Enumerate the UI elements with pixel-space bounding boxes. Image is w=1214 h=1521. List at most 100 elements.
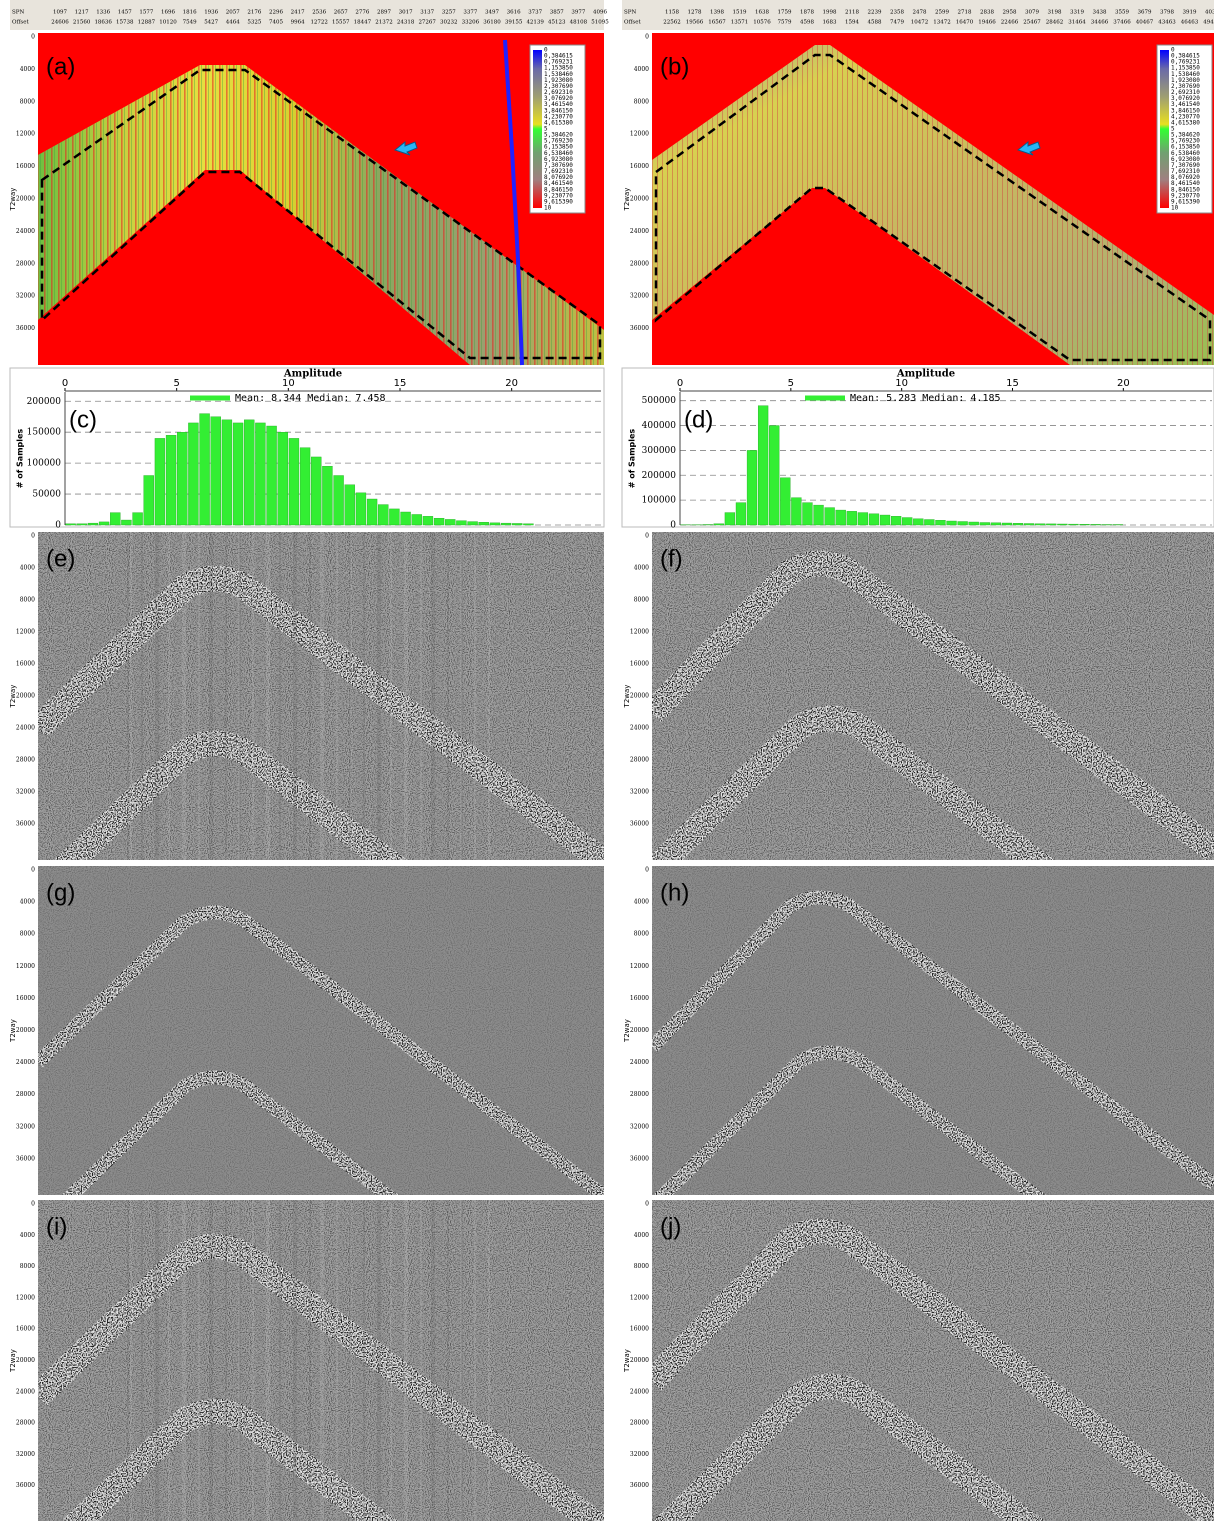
legend-label: 5 — [1171, 126, 1175, 133]
offset-label: 16567 — [708, 20, 726, 26]
depth-tick-label: 4000 — [20, 899, 35, 906]
bar — [411, 514, 422, 526]
spn-label: 1457 — [118, 10, 132, 16]
bar — [523, 523, 534, 526]
legend-label: 9,615390 — [544, 198, 573, 205]
depth-tick-label: 28000 — [16, 1420, 35, 1427]
legend-label: 0 — [1171, 47, 1175, 54]
bar — [378, 504, 389, 526]
event-noise — [652, 866, 1214, 1195]
bar — [713, 523, 724, 526]
depth-tick-label: 16000 — [630, 661, 649, 668]
offset-label: 42139 — [526, 20, 544, 26]
spn-label: 3017 — [399, 10, 413, 16]
bar — [879, 514, 891, 526]
depth-tick-label: 36000 — [16, 1482, 35, 1489]
depth-tick-label: 16000 — [630, 995, 649, 1002]
legend-label: 7,307690 — [1171, 162, 1200, 169]
spn-label: 3616 — [507, 10, 521, 16]
bar — [757, 405, 769, 526]
legend-label: 5 — [544, 126, 548, 133]
legend-colorbar — [1160, 50, 1169, 208]
spn-label: 1278 — [688, 10, 702, 16]
depth-tick-label: 28000 — [630, 1091, 649, 1098]
axis-label: T2way — [9, 685, 17, 709]
depth-tick-label: 16000 — [16, 163, 35, 170]
spn-label: 4096 — [593, 10, 607, 16]
depth-tick-label: 16000 — [16, 995, 35, 1002]
offset-label: 10472 — [911, 20, 929, 26]
bar — [199, 413, 210, 526]
depth-tick-label: 20000 — [16, 1357, 35, 1364]
spn-label: 2118 — [845, 10, 859, 16]
legend-label: 2,692310 — [544, 89, 573, 96]
bar — [724, 512, 736, 526]
legend-label: 3,461540 — [1171, 101, 1200, 108]
depth-tick-label: 36000 — [16, 325, 35, 332]
legend-label: 3,461540 — [544, 101, 573, 108]
depth-tick-label: 16000 — [16, 1326, 35, 1333]
offset-label: 22562 — [663, 20, 681, 26]
legend-label: 4,230770 — [544, 113, 573, 120]
y-tick-label: 50000 — [32, 490, 61, 500]
spn-label: 2838 — [980, 10, 994, 16]
offset-label: 24606 — [51, 20, 69, 26]
bar — [400, 511, 411, 526]
depth-tick-label: 20000 — [630, 196, 649, 203]
legend-label: 9,230770 — [1171, 192, 1200, 199]
offset-label: 13472 — [933, 20, 951, 26]
spn-label: 3857 — [550, 10, 564, 16]
bar — [445, 519, 456, 526]
legend-label: 4,615380 — [544, 119, 573, 126]
spn-label: 3497 — [485, 10, 499, 16]
header-band — [10, 0, 604, 30]
bar — [813, 504, 824, 526]
offset-label: 33206 — [462, 20, 480, 26]
bar — [1046, 523, 1057, 526]
legend-label: 4,615380 — [1171, 119, 1200, 126]
bar — [846, 511, 857, 526]
blue-arrow — [393, 140, 418, 156]
bar — [835, 509, 846, 526]
offset-label: 49460 — [1203, 20, 1214, 26]
bar — [322, 466, 333, 526]
offset-label: 7405 — [269, 20, 283, 26]
legend-label: 7,692310 — [544, 168, 573, 175]
legend-label: 3,846150 — [1171, 107, 1200, 114]
depth-tick-label: 28000 — [16, 260, 35, 267]
header-title: SPN — [12, 10, 24, 16]
spn-label: 1158 — [665, 10, 679, 16]
offset-label: 7579 — [778, 20, 792, 26]
offset-label: 15557 — [332, 20, 350, 26]
bar — [210, 416, 221, 526]
depth-tick-label: 36000 — [16, 1155, 35, 1162]
legend-label: 9,615390 — [1171, 198, 1200, 205]
depth-tick-label: 8000 — [634, 597, 649, 604]
spn-label: 3798 — [1160, 10, 1174, 16]
y-tick-label: 150000 — [27, 428, 62, 438]
bar — [1068, 523, 1079, 526]
bar — [868, 513, 880, 526]
depth-tick-label: 0 — [645, 34, 649, 41]
depth-tick-label: 8000 — [634, 1263, 649, 1270]
depth-tick-label: 8000 — [20, 98, 35, 105]
offset-label: 13571 — [731, 20, 749, 26]
spn-label: 2718 — [958, 10, 972, 16]
bar — [902, 517, 913, 526]
x-tick-label: 5 — [788, 378, 794, 389]
section-streaks — [38, 65, 604, 365]
axis-label: T2way — [9, 1019, 17, 1043]
depth-tick-label: 36000 — [16, 821, 35, 828]
offset-label: 21372 — [375, 20, 393, 26]
spn-label: 3198 — [1048, 10, 1062, 16]
bar — [489, 522, 501, 526]
spn-label: 2536 — [312, 10, 326, 16]
legend-label: 9,230770 — [544, 192, 573, 199]
event-noise — [652, 1200, 1214, 1521]
legend-label: Mean: 5.283 Median: 4.185 — [850, 393, 1001, 404]
bar — [1012, 523, 1024, 526]
legend-label: 4,230770 — [1171, 113, 1200, 120]
depth-tick-label: 16000 — [16, 661, 35, 668]
spn-label: 1816 — [183, 10, 197, 16]
legend-label: 0,384615 — [1171, 53, 1200, 60]
